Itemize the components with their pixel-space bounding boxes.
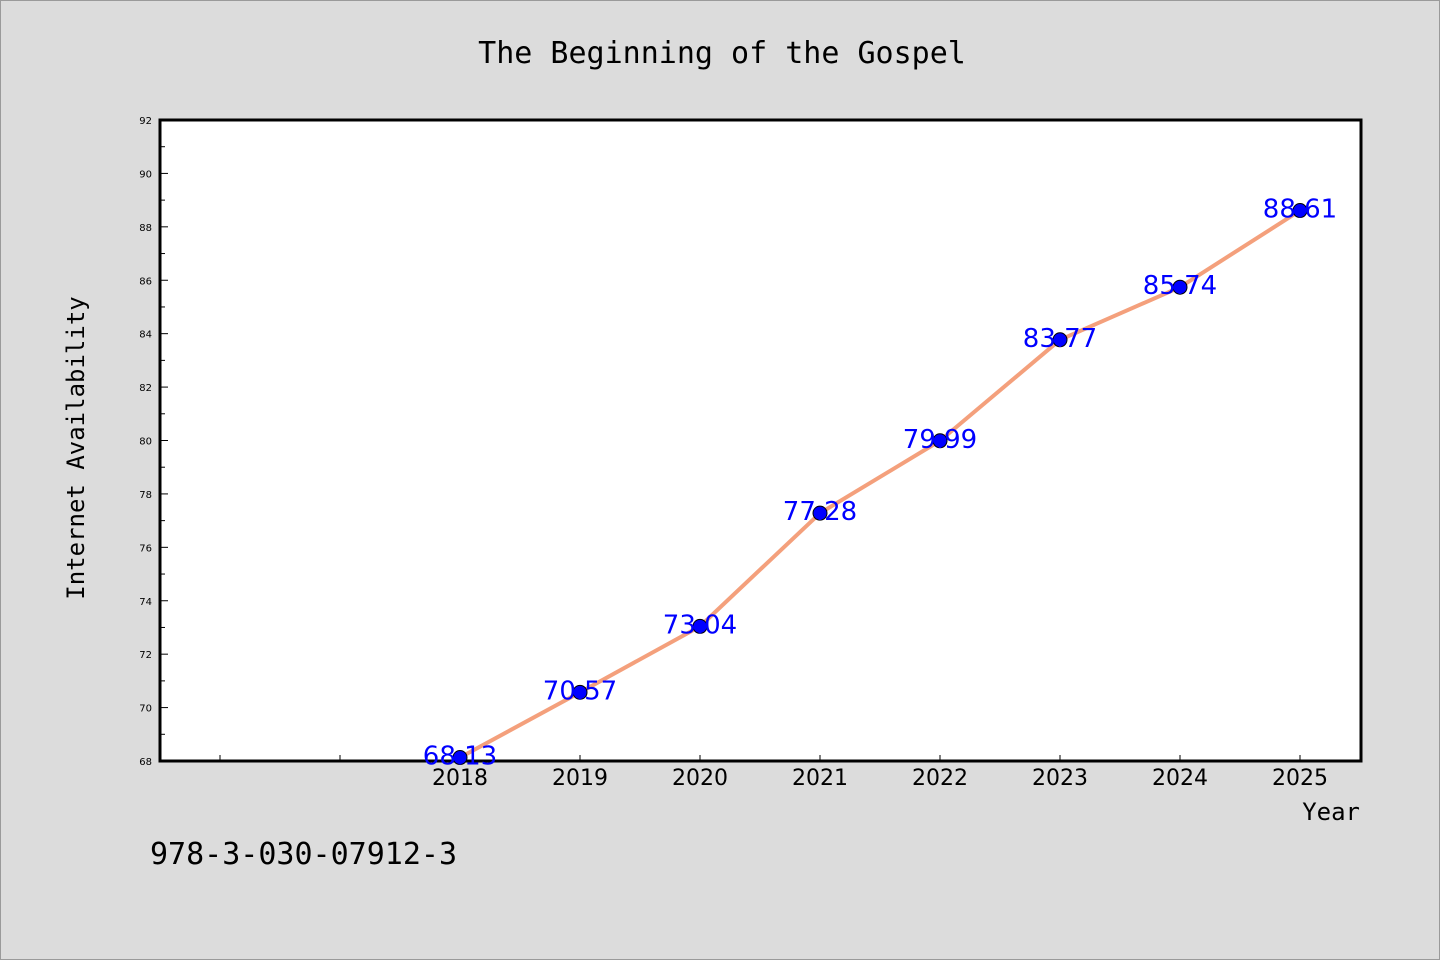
data-point	[1172, 279, 1188, 295]
y-tick-label: 84	[139, 330, 152, 341]
data-label: 77.28	[783, 497, 857, 527]
x-tick-label: 2021	[792, 766, 848, 791]
data-label: 88.61	[1263, 195, 1337, 225]
data-point	[452, 750, 468, 766]
series-line-group	[459, 208, 1302, 760]
x-tick-label: 2024	[1152, 766, 1208, 791]
x-tick-label: 2023	[1032, 766, 1088, 791]
isbn-text: 978-3-030-07912-3	[150, 837, 457, 872]
y-tick-label: 86	[139, 276, 152, 287]
data-point	[1052, 332, 1068, 348]
data-point	[692, 618, 708, 634]
plot-area	[158, 118, 1363, 763]
data-label-group: 68.13 70.57 73.04 77.28 79.99 83.77 85.74 88.61	[423, 195, 1337, 772]
data-label: 85.74	[1143, 271, 1217, 301]
data-label: 83.77	[1023, 324, 1097, 354]
x-tick-label: 2019	[552, 766, 608, 791]
y-tick-label: 72	[139, 650, 152, 661]
y-tick-label: 88	[139, 223, 152, 234]
x-axis-label: Year	[1302, 798, 1360, 826]
x-tick-label: 2025	[1272, 766, 1328, 791]
data-point	[572, 684, 588, 700]
x-axis: 2018 2019 2020 2021 2022 2023 2024 2025	[219, 755, 1328, 791]
data-label: 68.13	[423, 742, 497, 772]
x-tick-label: 2020	[672, 766, 728, 791]
data-label: 70.57	[543, 676, 617, 706]
data-point	[812, 505, 828, 521]
data-point	[1292, 203, 1308, 219]
data-label: 73.04	[663, 610, 737, 640]
series-line	[459, 208, 1302, 760]
y-tick-label: 80	[139, 437, 152, 448]
y-tick-label: 74	[139, 597, 152, 608]
chart-title: The Beginning of the Gospel	[478, 36, 966, 71]
y-tick-label: 82	[139, 383, 152, 394]
data-point	[932, 433, 948, 449]
x-tick-label: 2022	[912, 766, 968, 791]
y-tick-label: 76	[139, 543, 152, 554]
y-tick-label: 90	[139, 169, 152, 180]
x-tick-label: 2018	[432, 766, 488, 791]
y-tick-label: 68	[139, 757, 152, 768]
y-axis-label: Internet Availability	[62, 296, 90, 599]
y-tick-label: 92	[139, 116, 152, 127]
y-tick-label: 70	[139, 704, 152, 715]
y-tick-label: 78	[139, 490, 152, 501]
data-label: 79.99	[903, 425, 977, 455]
marker-group	[452, 203, 1308, 766]
y-axis: 68 70 72 74 76 78 80 82 84 86 88 90 92	[139, 116, 168, 768]
